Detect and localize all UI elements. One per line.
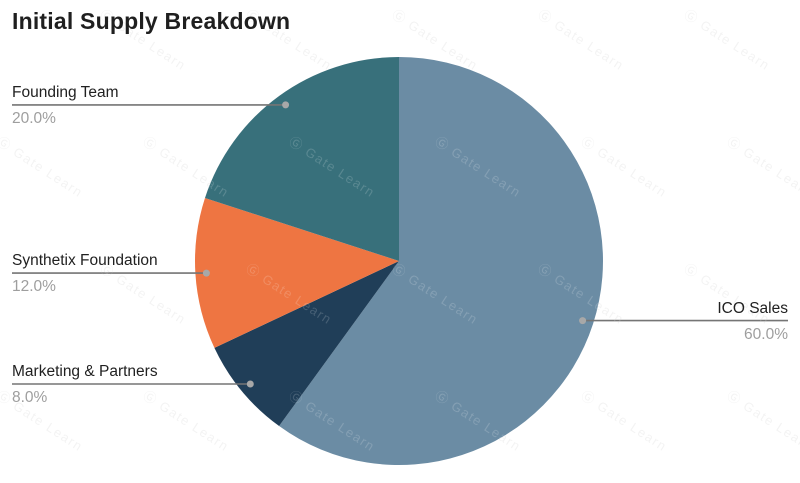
chart-title: Initial Supply Breakdown [12, 8, 291, 34]
slice-label-text: Synthetix Foundation [12, 252, 158, 270]
leader-dot-synthetix-foundation [202, 269, 210, 277]
slice-label-text: Founding Team [12, 83, 119, 101]
slice-label-synthetix-foundation: Synthetix Foundation 12.0% [12, 252, 158, 295]
slice-label-founding-team: Founding Team 20.0% [12, 84, 119, 127]
leader-dot-marketing-partners [246, 380, 254, 388]
pie-slice-marketing-partners[interactable] [214, 261, 399, 427]
slice-pct-text: 20.0% [12, 109, 56, 127]
pie-slice-ico-sales[interactable] [279, 57, 603, 465]
leader-dot-ico-sales [579, 317, 587, 325]
slice-label-marketing-partners: Marketing & Partners 8.0% [12, 363, 158, 406]
slice-pct-text: 8.0% [12, 389, 48, 407]
slice-pct-text: 60.0% [744, 325, 788, 343]
slice-label-text: Marketing & Partners [12, 363, 158, 381]
pie-slice-founding-team[interactable] [204, 57, 399, 261]
slice-pct-text: 12.0% [12, 278, 56, 296]
leader-dot-founding-team [282, 101, 290, 109]
pie-slice-synthetix-foundation[interactable] [194, 197, 399, 348]
slice-label-ico-sales: ICO Sales 60.0% [717, 300, 788, 343]
slice-label-text: ICO Sales [717, 299, 788, 317]
